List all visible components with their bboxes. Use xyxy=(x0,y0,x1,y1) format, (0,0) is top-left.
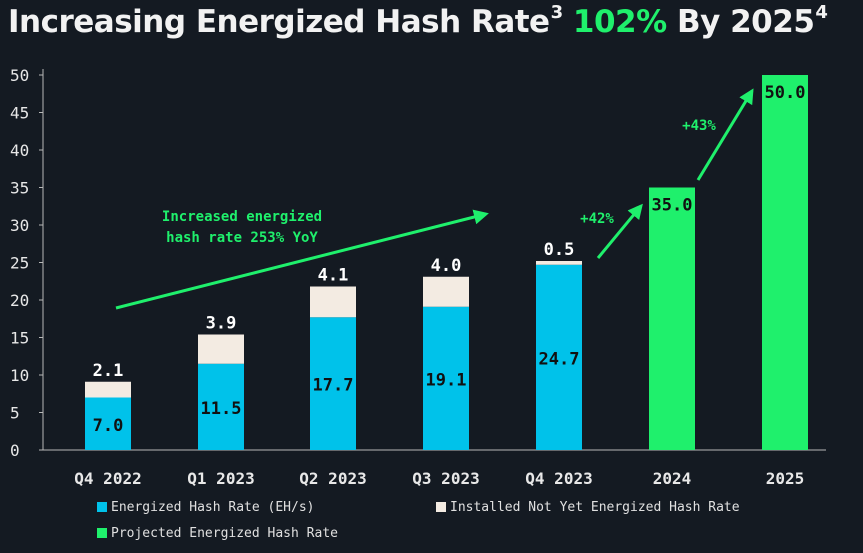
data-label-energized: 17.7 xyxy=(313,376,354,396)
bar-energized xyxy=(536,264,582,450)
legend-label-installed: Installed Not Yet Energized Hash Rate xyxy=(450,500,740,515)
title-suffix: By 2025 xyxy=(676,4,815,40)
chart-title: Increasing Energized Hash Rate3 102% By … xyxy=(8,2,828,40)
bar-installed xyxy=(536,261,582,265)
legend-label-energized: Energized Hash Rate (EH/s) xyxy=(111,500,315,515)
legend-swatch-installed xyxy=(436,502,446,512)
bar-projected xyxy=(762,75,808,450)
x-tick-label: Q3 2023 xyxy=(412,469,479,488)
x-tick-label: 2024 xyxy=(653,469,692,488)
growth-label-2024: +42% xyxy=(580,211,614,227)
bar-energized xyxy=(423,306,469,450)
title-prefix: Increasing Energized Hash Rate xyxy=(8,4,550,40)
y-tick-label: 0 xyxy=(10,441,20,460)
y-tick-label: 45 xyxy=(10,104,29,123)
y-tick-label: 30 xyxy=(10,216,29,235)
yoy-annotation-line2: hash rate 253% YoY xyxy=(166,230,318,246)
y-tick-label: 15 xyxy=(10,329,29,348)
title-footnote-4: 4 xyxy=(815,2,828,23)
y-tick-label: 25 xyxy=(10,254,29,273)
bar-energized xyxy=(198,363,244,450)
data-label-installed: 3.9 xyxy=(206,314,237,334)
bar-installed xyxy=(310,286,356,318)
y-tick-label: 20 xyxy=(10,291,29,310)
title-accent: 102% xyxy=(572,4,667,40)
data-label-projected: 50.0 xyxy=(765,83,806,103)
legend-swatch-energized xyxy=(97,502,107,512)
x-tick-label: Q4 2022 xyxy=(74,469,141,488)
data-label-energized: 7.0 xyxy=(93,416,124,436)
legend-projected: Projected Energized Hash Rate xyxy=(97,526,338,541)
x-tick-label: 2025 xyxy=(766,469,805,488)
y-tick-label: 5 xyxy=(10,404,20,423)
legend-swatch-projected xyxy=(97,528,107,538)
bar-installed xyxy=(85,381,131,398)
y-tick-label: 35 xyxy=(10,179,29,198)
legend-label-projected: Projected Energized Hash Rate xyxy=(111,526,338,541)
yoy-annotation-line1: Increased energized xyxy=(162,209,322,225)
y-tick-label: 40 xyxy=(10,141,29,160)
data-label-installed: 4.1 xyxy=(318,266,349,286)
yoy-trend-arrow xyxy=(115,209,489,310)
title-footnote-3: 3 xyxy=(550,2,564,23)
data-label-installed: 2.1 xyxy=(93,361,124,381)
legend-energized: Energized Hash Rate (EH/s) xyxy=(97,500,315,515)
data-label-installed: 4.0 xyxy=(431,256,462,276)
data-label-energized: 19.1 xyxy=(426,370,467,390)
data-label-energized: 24.7 xyxy=(539,349,580,369)
bar-installed xyxy=(198,334,244,364)
data-label-projected: 35.0 xyxy=(652,196,693,216)
bar-energized xyxy=(85,397,131,450)
y-tick-label: 10 xyxy=(10,366,29,385)
growth-arrow-2025 xyxy=(696,88,754,181)
growth-arrow-2024 xyxy=(596,203,643,259)
data-label-installed: 0.5 xyxy=(544,240,575,260)
data-label-energized: 11.5 xyxy=(201,399,242,419)
bar-energized xyxy=(310,317,356,450)
bar-projected xyxy=(649,187,695,450)
x-tick-label: Q2 2023 xyxy=(299,469,366,488)
y-tick-label: 50 xyxy=(10,66,29,85)
legend-installed: Installed Not Yet Energized Hash Rate xyxy=(436,500,740,515)
x-tick-label: Q1 2023 xyxy=(187,469,254,488)
growth-label-2025: +43% xyxy=(682,118,716,134)
x-tick-label: Q4 2023 xyxy=(525,469,592,488)
bar-installed xyxy=(423,276,469,307)
